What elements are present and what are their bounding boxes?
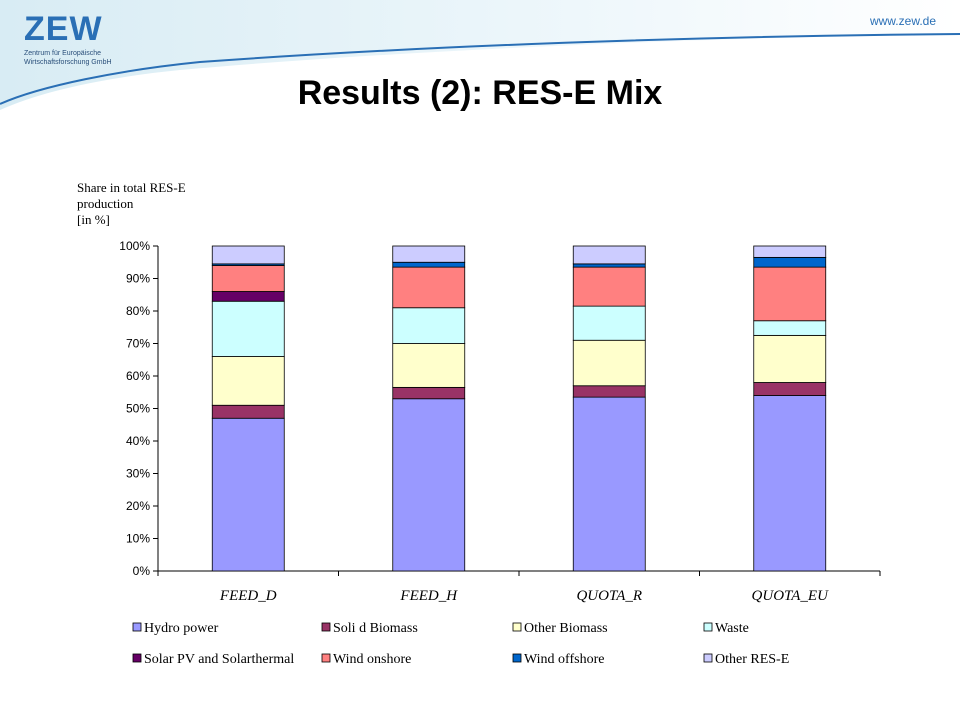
y-tick-label: 0% bbox=[133, 564, 151, 578]
legend-swatch bbox=[512, 653, 522, 663]
bar-segment bbox=[572, 266, 646, 307]
y-tick-label: 30% bbox=[126, 467, 150, 481]
bar-segment bbox=[753, 334, 827, 383]
bar-segment bbox=[211, 300, 285, 357]
bar-segment bbox=[211, 356, 285, 406]
y-tick-label: 80% bbox=[126, 304, 150, 318]
y-tick-label: 90% bbox=[126, 272, 150, 286]
bar-segment bbox=[572, 339, 646, 387]
y-tick-label: 10% bbox=[126, 532, 150, 546]
header-url: www.zew.de bbox=[869, 14, 936, 28]
bar-segment bbox=[753, 256, 827, 268]
bar-segment bbox=[572, 385, 646, 398]
legend-label: Wind onshore bbox=[333, 652, 411, 667]
legend-swatch bbox=[703, 653, 713, 663]
legend-label: Hydro power bbox=[144, 621, 219, 636]
legend-swatch bbox=[132, 653, 142, 663]
bar-segment bbox=[753, 320, 827, 336]
zew-logo: ZEW Zentrum für Europäische Wirtschaftsf… bbox=[24, 12, 134, 67]
y-tick-label: 20% bbox=[126, 499, 150, 513]
legend-label: Other Biomass bbox=[524, 621, 608, 636]
x-tick-label: FEED_H bbox=[399, 588, 458, 604]
y-tick-label: 50% bbox=[126, 402, 150, 416]
bar-segment bbox=[572, 263, 646, 268]
bar-segment bbox=[392, 245, 466, 263]
y-axis-label-line: production bbox=[77, 196, 134, 211]
slide-title: Results (2): RES-E Mix bbox=[297, 74, 663, 112]
legend-label: Wind offshore bbox=[524, 652, 604, 667]
bar-segment bbox=[572, 305, 646, 341]
bar-segment bbox=[392, 307, 466, 344]
legend-swatch bbox=[321, 622, 331, 632]
bar-segment bbox=[392, 398, 466, 572]
logo-subtitle: Zentrum für Europäische Wirtschaftsforsc… bbox=[24, 50, 112, 66]
bar-segment bbox=[211, 245, 285, 265]
x-tick-label: QUOTA_R bbox=[576, 588, 642, 604]
y-axis-label-line: [in %] bbox=[77, 212, 110, 227]
y-tick-label: 60% bbox=[126, 369, 150, 383]
bar-segment bbox=[392, 386, 466, 400]
bar-segment bbox=[211, 265, 285, 292]
y-tick-label: 100% bbox=[119, 239, 150, 253]
bar-segment bbox=[392, 261, 466, 268]
bar-segment bbox=[753, 245, 827, 258]
legend-label: Soli d Biomass bbox=[333, 621, 418, 636]
header-banner: ZEW Zentrum für Europäische Wirtschaftsf… bbox=[0, 0, 960, 110]
logo-wordmark: ZEW bbox=[24, 10, 103, 48]
bar-segment bbox=[753, 382, 827, 396]
legend-swatch bbox=[703, 622, 713, 632]
bar-segment bbox=[572, 396, 646, 572]
bar-segment bbox=[211, 404, 285, 419]
bar-segment bbox=[392, 343, 466, 388]
y-axis-label-line: Share in total RES-E bbox=[77, 180, 186, 195]
bar-segment bbox=[211, 417, 285, 572]
legend-swatch bbox=[321, 653, 331, 663]
y-tick-label: 40% bbox=[126, 434, 150, 448]
legend-label: Waste bbox=[715, 621, 749, 636]
legend-swatch bbox=[132, 622, 142, 632]
legend-swatch bbox=[512, 622, 522, 632]
bar-segment bbox=[211, 291, 285, 302]
legend-label: Solar PV and Solarthermal bbox=[144, 652, 294, 667]
bar-segment bbox=[753, 266, 827, 322]
legend-label: Other RES-E bbox=[715, 652, 789, 667]
x-tick-label: QUOTA_EU bbox=[752, 588, 830, 604]
y-tick-label: 70% bbox=[126, 337, 150, 351]
bar-segment bbox=[392, 266, 466, 309]
bar-segment bbox=[753, 395, 827, 572]
banner-background bbox=[0, 0, 960, 110]
bar-segment bbox=[572, 245, 646, 265]
x-tick-label: FEED_D bbox=[219, 588, 277, 604]
